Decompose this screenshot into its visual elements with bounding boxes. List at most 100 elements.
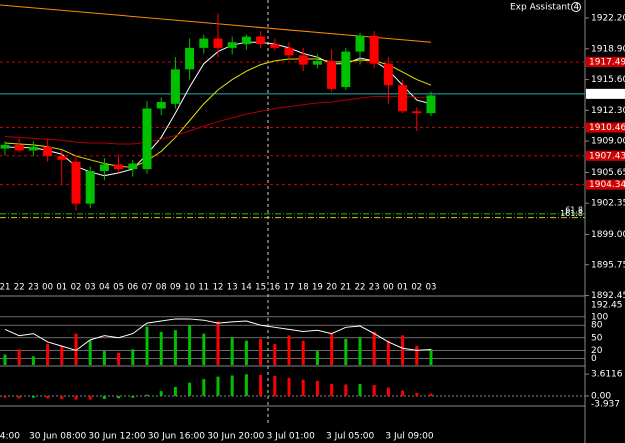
histogram-bar xyxy=(145,394,149,396)
volume-bar xyxy=(117,352,121,365)
volume-bar xyxy=(17,349,21,365)
x-tick-label: 06 xyxy=(127,283,138,293)
volume-bar xyxy=(102,351,106,365)
y-tick-label: 1915.60 xyxy=(591,75,625,85)
x-tick-label: 01 xyxy=(397,283,408,293)
volume-bar xyxy=(330,333,334,365)
oscillator-tick-label: 50 xyxy=(591,333,603,343)
histogram-min-label: -3.937 xyxy=(591,400,620,410)
histogram-bar xyxy=(429,393,433,396)
candle-body xyxy=(270,44,280,48)
volume-bar xyxy=(301,340,305,365)
histogram-bar xyxy=(3,395,7,398)
volume-bar xyxy=(88,340,92,365)
level-label-box xyxy=(586,179,625,190)
volume-bar xyxy=(244,340,248,365)
histogram-bar xyxy=(287,377,291,396)
volume-bar xyxy=(3,354,7,365)
candle-body xyxy=(227,42,237,48)
y-tick-label: 1922.20 xyxy=(591,14,625,24)
histogram-tick-label: 0.00 xyxy=(591,391,611,401)
x-tick-label: 08 xyxy=(156,283,167,293)
volume-bar xyxy=(259,338,263,365)
candle-body xyxy=(128,163,138,170)
candle-body xyxy=(0,144,10,149)
oscillator-line xyxy=(4,318,432,351)
candle-body xyxy=(284,47,294,56)
y-tick-label: 1902.35 xyxy=(591,199,625,209)
volume-bar xyxy=(429,349,433,365)
y-tick-label: 1905.65 xyxy=(591,168,625,178)
x-tick-label: 12 xyxy=(213,283,224,293)
y-tick-label: 1912.30 xyxy=(591,106,625,116)
histogram-bar xyxy=(117,395,121,399)
y-tick-label: 1918.90 xyxy=(591,44,625,54)
histogram-bar xyxy=(31,395,35,398)
candle-body xyxy=(99,164,109,172)
x-tick-label: 17 xyxy=(284,283,295,293)
x-tick-label: 18 xyxy=(298,283,309,293)
candle-body xyxy=(43,146,53,157)
volume-bar xyxy=(31,356,35,365)
y-tick-label: 1892.45 xyxy=(591,291,625,301)
histogram-bar xyxy=(344,384,348,396)
volume-bar xyxy=(230,337,234,365)
volume-bar xyxy=(372,331,376,365)
volume-bar xyxy=(60,345,64,365)
candle-body xyxy=(114,164,124,170)
volume-bar xyxy=(344,338,348,365)
x-tick-label: 22 xyxy=(14,283,25,293)
histogram-bar xyxy=(88,395,92,400)
x-tick-label: 10 xyxy=(184,283,195,293)
histogram-bar xyxy=(102,395,106,399)
candle-body xyxy=(57,156,67,160)
x-tick-label: 03 xyxy=(85,283,96,293)
x-tick-label: 16 xyxy=(269,283,280,293)
fib-label: 161.8 xyxy=(560,209,583,218)
histogram-bar xyxy=(230,375,234,396)
level-label-box xyxy=(586,150,625,161)
x-tick-label: 15 xyxy=(255,283,266,293)
candle-body xyxy=(369,35,379,64)
histogram-tick-label: 3.6116 xyxy=(591,370,623,380)
oscillator-tick-label: 20 xyxy=(591,346,603,356)
candle-body xyxy=(85,171,95,204)
volume-bar xyxy=(188,324,192,365)
histogram-bar xyxy=(188,382,192,396)
x-tick-label: 13 xyxy=(227,283,238,293)
volume-bar xyxy=(415,345,419,365)
candle-body xyxy=(199,38,209,48)
x-tick-label: 02 xyxy=(71,283,82,293)
candle-body xyxy=(327,60,337,89)
histogram-bar xyxy=(401,390,405,396)
moving-average xyxy=(4,95,431,145)
volume-bar xyxy=(401,335,405,365)
x-tick-label: 22 xyxy=(355,283,366,293)
histogram-bar xyxy=(372,385,376,396)
volume-bar xyxy=(159,331,163,365)
close-icon[interactable] xyxy=(571,2,581,12)
candle-body xyxy=(241,36,251,45)
time-label: 3 Jul 09:00 xyxy=(385,432,434,442)
histogram-bar xyxy=(415,392,419,396)
candle-body xyxy=(398,85,408,112)
y-tick-label: 1909.00 xyxy=(591,137,625,147)
y-tick-label: 1899.00 xyxy=(591,230,625,240)
candle-body xyxy=(341,51,351,88)
current-price-box xyxy=(586,88,625,99)
histogram-bar xyxy=(315,380,319,396)
candle-body xyxy=(156,101,166,109)
x-tick-label: 14 xyxy=(241,283,252,293)
histogram-bar xyxy=(259,374,263,396)
time-label: 04:00 xyxy=(0,432,20,442)
time-label: 30 Jun 20:00 xyxy=(207,432,264,442)
histogram-bar xyxy=(216,376,220,396)
candle-body xyxy=(355,35,365,52)
x-tick-label: 01 xyxy=(56,283,67,293)
volume-bar xyxy=(131,349,135,365)
volume-bar xyxy=(46,344,50,365)
candle-body xyxy=(142,108,152,170)
level-label: 1904.34 xyxy=(589,180,625,190)
fib-label: 61.8 xyxy=(565,205,583,214)
volume-bar xyxy=(216,321,220,365)
